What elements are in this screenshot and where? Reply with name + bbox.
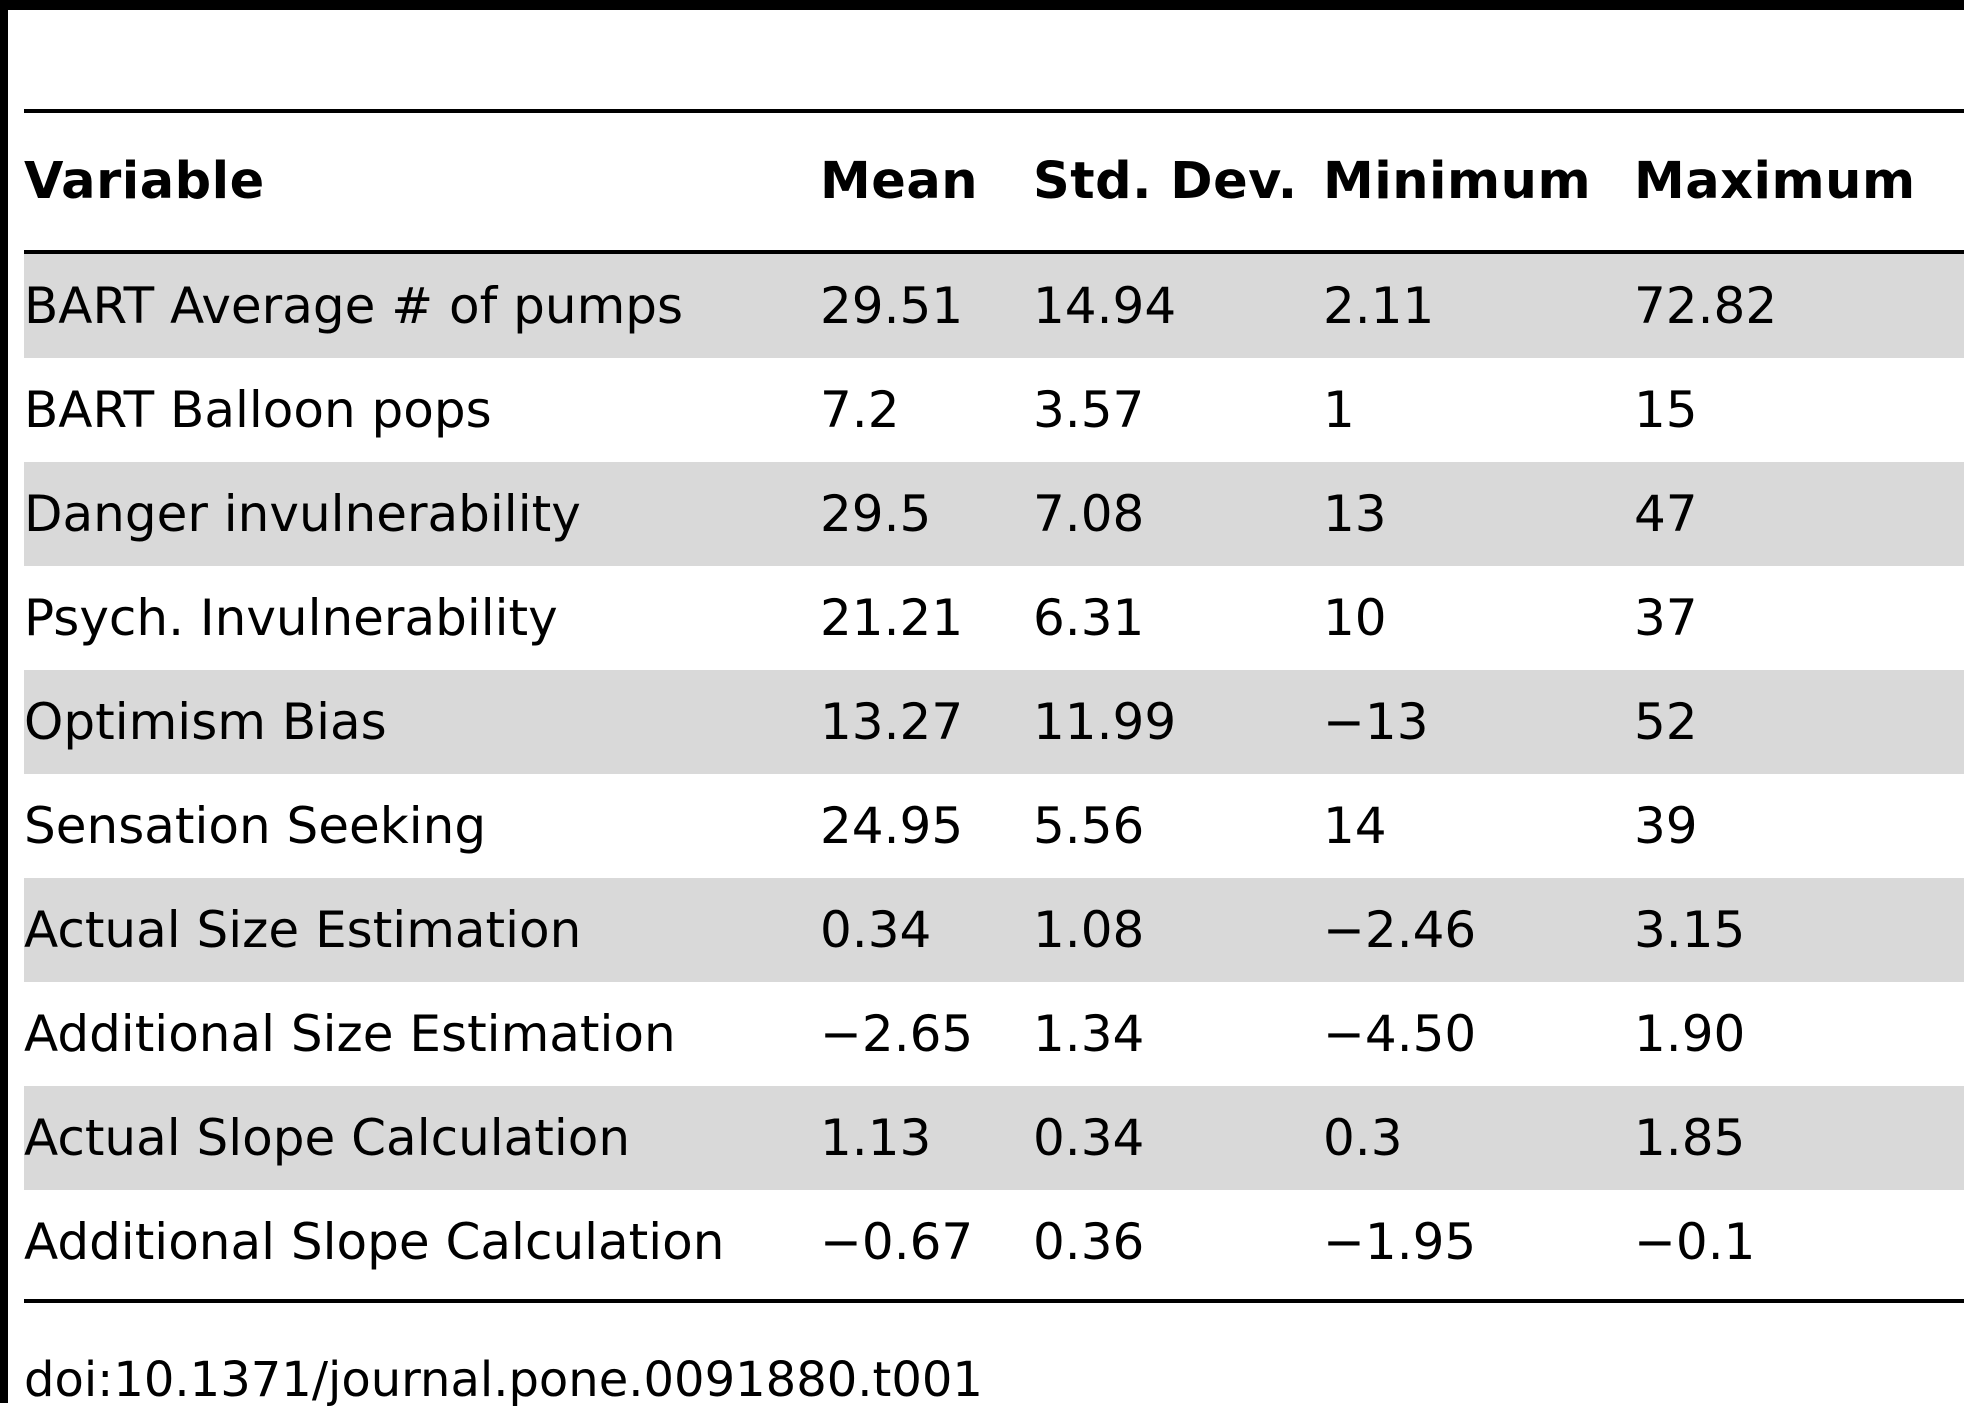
descriptive-statistics-table: Variable Mean Std. Dev. Minimum Maximum … (24, 113, 1964, 1294)
cell-variable: Additional Size Estimation (24, 1005, 676, 1063)
cell-std-dev: 5.56 (1033, 797, 1145, 855)
cell-std-dev: 7.08 (1033, 462, 1323, 566)
cell-variable: BART Balloon pops (24, 381, 492, 439)
cell-maximum: 72.82 (1634, 252, 1964, 358)
cell-std-dev: 3.57 (1033, 381, 1145, 439)
cell-std-dev: 6.31 (1033, 589, 1145, 647)
cell-std-dev: 0.36 (1033, 1213, 1145, 1271)
header-top-rule (24, 109, 1964, 113)
table-row: BART Average # of pumps 29.51 14.94 2.11… (24, 252, 1964, 358)
cell-maximum: 1.90 (1634, 1005, 1746, 1063)
table-row: Actual Slope Calculation 1.13 0.34 0.3 1… (24, 1086, 1964, 1190)
table-header: Variable Mean Std. Dev. Minimum Maximum (24, 113, 1964, 252)
cell-maximum: 15 (1634, 381, 1698, 439)
cell-minimum: 1 (1323, 381, 1355, 439)
table-row: BART Balloon pops 7.2 3.57 1 15 (24, 358, 1964, 462)
cell-variable: Additional Slope Calculation (24, 1213, 725, 1271)
header-minimum: Minimum (1323, 152, 1592, 211)
table-bottom-rule (24, 1299, 1964, 1303)
cell-minimum: 10 (1323, 589, 1387, 647)
cell-mean: 29.51 (820, 252, 1033, 358)
header-row: Variable Mean Std. Dev. Minimum Maximum (24, 113, 1964, 252)
cell-minimum: −4.50 (1323, 1005, 1477, 1063)
table-row: Psych. Invulnerability 21.21 6.31 10 37 (24, 566, 1964, 670)
cell-mean: −2.65 (820, 1005, 974, 1063)
cell-minimum: −13 (1323, 670, 1634, 774)
cell-mean: 29.5 (820, 462, 1033, 566)
cell-mean: 24.95 (820, 797, 964, 855)
cell-minimum: 0.3 (1323, 1086, 1634, 1190)
cell-variable: Psych. Invulnerability (24, 589, 558, 647)
cell-std-dev: 0.34 (1033, 1086, 1323, 1190)
cell-maximum: 3.15 (1634, 878, 1964, 982)
header-maximum: Maximum (1634, 152, 1916, 211)
table-row: Danger invulnerability 29.5 7.08 13 47 (24, 462, 1964, 566)
cell-mean: 13.27 (820, 670, 1033, 774)
cell-minimum: 14 (1323, 797, 1387, 855)
cell-minimum: 13 (1323, 462, 1634, 566)
cell-std-dev: 1.08 (1033, 878, 1323, 982)
cell-variable: Actual Slope Calculation (24, 1086, 820, 1190)
cell-maximum: −0.1 (1634, 1213, 1756, 1271)
header-mean: Mean (820, 152, 979, 211)
cell-std-dev: 1.34 (1033, 1005, 1145, 1063)
cell-variable: Sensation Seeking (24, 797, 487, 855)
cell-mean: 0.34 (820, 878, 1033, 982)
table-row: Additional Size Estimation −2.65 1.34 −4… (24, 982, 1964, 1086)
cell-minimum: −2.46 (1323, 878, 1634, 982)
table-body: BART Average # of pumps 29.51 14.94 2.11… (24, 252, 1964, 1294)
cell-maximum: 47 (1634, 462, 1964, 566)
cell-variable: Danger invulnerability (24, 462, 820, 566)
header-variable: Variable (24, 152, 265, 211)
cell-minimum: −1.95 (1323, 1213, 1477, 1271)
top-border-rule (0, 0, 1964, 10)
cell-maximum: 1.85 (1634, 1086, 1964, 1190)
cell-maximum: 37 (1634, 589, 1698, 647)
table-row: Optimism Bias 13.27 11.99 −13 52 (24, 670, 1964, 774)
cell-mean: −0.67 (820, 1213, 974, 1271)
cell-variable: BART Average # of pumps (24, 252, 820, 358)
cell-maximum: 52 (1634, 670, 1964, 774)
cell-variable: Optimism Bias (24, 670, 820, 774)
cell-std-dev: 14.94 (1033, 252, 1323, 358)
cell-mean: 21.21 (820, 589, 964, 647)
header-std-dev: Std. Dev. (1033, 152, 1298, 211)
cell-mean: 7.2 (820, 381, 900, 439)
cell-maximum: 39 (1634, 797, 1698, 855)
cell-minimum: 2.11 (1323, 252, 1634, 358)
cell-std-dev: 11.99 (1033, 670, 1323, 774)
left-border-rule (0, 0, 8, 1403)
cell-mean: 1.13 (820, 1086, 1033, 1190)
doi-caption: doi:10.1371/journal.pone.0091880.t001 (24, 1352, 983, 1408)
table-row: Actual Size Estimation 0.34 1.08 −2.46 3… (24, 878, 1964, 982)
cell-variable: Actual Size Estimation (24, 878, 820, 982)
table-row: Sensation Seeking 24.95 5.56 14 39 (24, 774, 1964, 878)
table-row: Additional Slope Calculation −0.67 0.36 … (24, 1190, 1964, 1294)
